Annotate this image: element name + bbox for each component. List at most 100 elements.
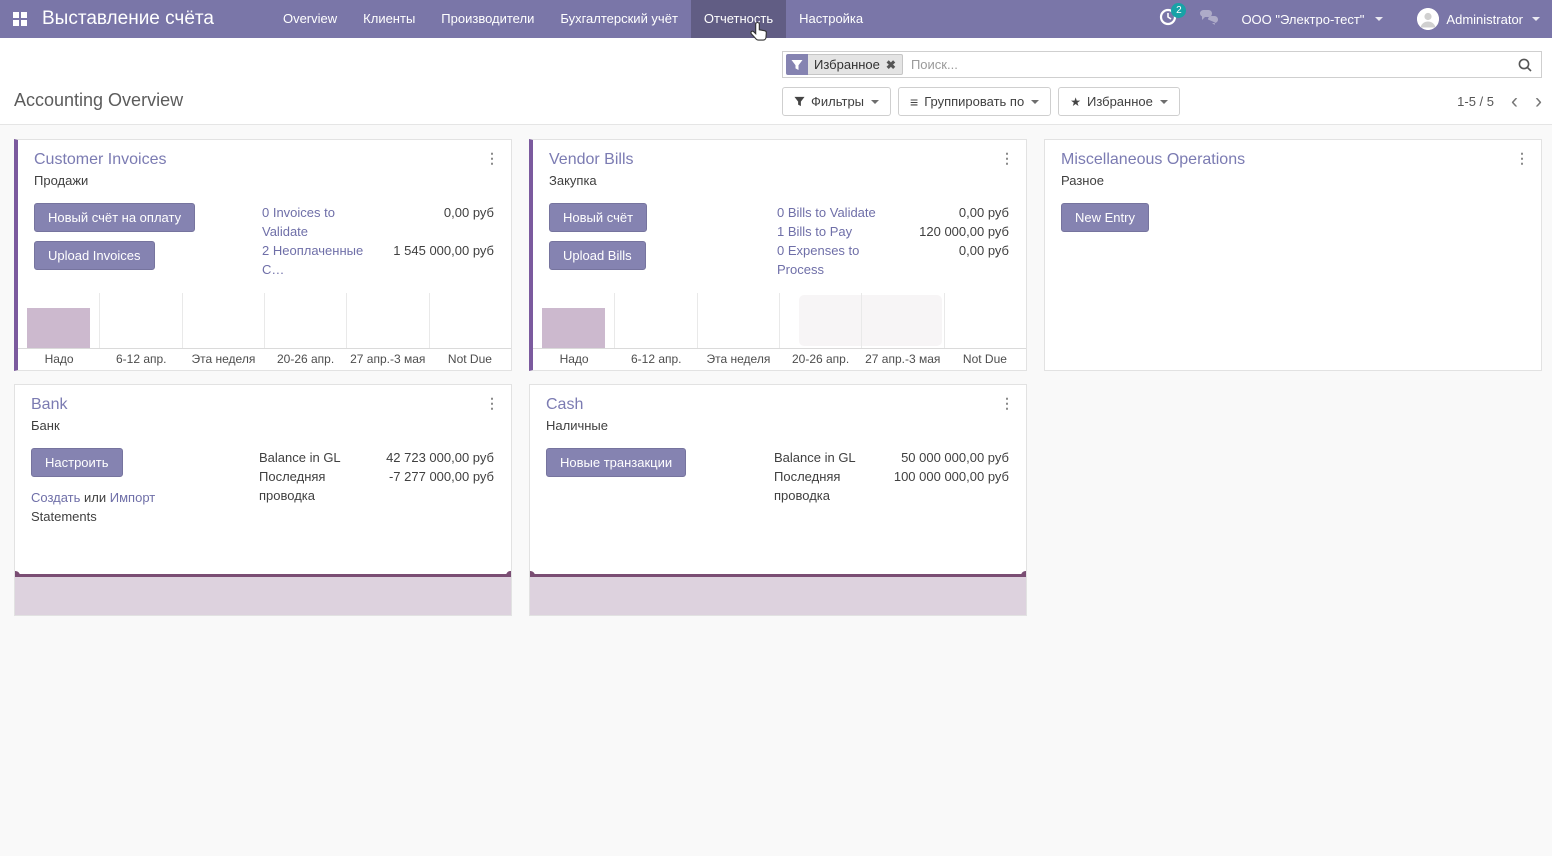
- facet-label: Избранное: [814, 57, 880, 72]
- chart-axis-labels: Надо 6-12 апр. Эта неделя 20-26 апр. 27 …: [44, 352, 492, 366]
- card-subtitle: Наличные: [546, 418, 608, 433]
- menu-accounting[interactable]: Бухгалтерский учёт: [560, 11, 678, 26]
- group-by-icon: ≡: [910, 93, 919, 110]
- group-by-button[interactable]: ≡ Группировать по: [898, 87, 1052, 116]
- chart-hover-highlight: [799, 295, 943, 346]
- search-bar[interactable]: Избранное ✖: [782, 51, 1542, 78]
- card-vendor-bills: ⋮ Vendor Bills Закупка Новый счёт Upload…: [529, 139, 1027, 371]
- card-customer-invoices: ⋮ Customer Invoices Продажи Новый счёт н…: [14, 139, 512, 371]
- app-title: Выставление счёта: [42, 8, 214, 29]
- facet-remove-icon[interactable]: ✖: [885, 57, 896, 72]
- card-menu-icon[interactable]: ⋮: [1000, 395, 1014, 411]
- control-panel: Accounting Overview Избранное ✖ Фильтры: [0, 38, 1552, 125]
- stat-row: Balance in GL 50 000 000,00 руб: [774, 448, 1009, 467]
- funnel-icon: [786, 54, 808, 75]
- upload-bills-button[interactable]: Upload Bills: [549, 241, 646, 270]
- stat-value: 0,00 руб: [443, 205, 494, 220]
- pager-previous-icon[interactable]: ‹: [1511, 89, 1518, 113]
- new-transaction-button[interactable]: Новые транзакции: [546, 448, 687, 477]
- search-icon[interactable]: [1517, 57, 1533, 78]
- bills-to-pay-link[interactable]: 1 Bills to Pay: [777, 224, 853, 239]
- new-bill-button[interactable]: Новый счёт: [549, 203, 648, 232]
- journal-dashboard: ⋮ Customer Invoices Продажи Новый счёт н…: [0, 125, 1552, 616]
- card-subtitle: Разное: [1061, 173, 1104, 188]
- stat-row: Последняя проводка 100 000 000,00 руб: [774, 467, 1009, 505]
- pager: 1-5 / 5 ‹ ›: [1457, 89, 1542, 113]
- filters-button[interactable]: Фильтры: [782, 87, 892, 116]
- statements-label: Statements: [31, 509, 97, 524]
- bank-balance-sparkline[interactable]: [15, 571, 511, 615]
- stat-value: 42 723 000,00 руб: [386, 450, 494, 465]
- balance-gl-label: Balance in GL: [774, 450, 856, 465]
- card-title[interactable]: Cash: [546, 396, 584, 413]
- card-title[interactable]: Vendor Bills: [549, 151, 634, 168]
- user-menu[interactable]: Administrator: [1446, 11, 1523, 27]
- stat-row: 0 Bills to Validate 0,00 руб: [777, 203, 1009, 222]
- menu-reporting[interactable]: Отчетность: [690, 0, 787, 38]
- balance-gl-label: Balance in GL: [259, 450, 341, 465]
- card-bank: ⋮ Bank Банк Настроить Создать или Импорт…: [14, 384, 512, 616]
- favorites-button[interactable]: ★ Избранное: [1058, 87, 1180, 116]
- last-entry-label: Последняя проводка: [259, 469, 326, 503]
- stat-value: -7 277 000,00 руб: [388, 469, 494, 484]
- card-menu-icon[interactable]: ⋮: [1515, 150, 1529, 166]
- user-caret-icon: [1532, 17, 1540, 21]
- user-avatar[interactable]: [1417, 8, 1440, 30]
- menu-settings[interactable]: Настройка: [799, 11, 864, 26]
- activities-icon[interactable]: 2: [1159, 2, 1187, 31]
- card-title[interactable]: Customer Invoices: [34, 151, 167, 168]
- configure-button[interactable]: Настроить: [31, 448, 123, 477]
- stat-row: 0 Invoices to Validate 0,00 руб: [262, 203, 494, 241]
- chart-bar: [542, 308, 606, 348]
- company-switcher[interactable]: ООО "Электро-тест": [1241, 11, 1365, 27]
- menu-overview[interactable]: Overview: [282, 11, 338, 26]
- expenses-to-process-link[interactable]: 0 Expenses to Process: [777, 243, 860, 277]
- invoices-to-validate-link[interactable]: 0 Invoices to Validate: [262, 205, 335, 239]
- invoices-due-chart[interactable]: Надо 6-12 апр. Эта неделя 20-26 апр. 27 …: [18, 293, 511, 370]
- bills-due-chart[interactable]: Надо 6-12 апр. Эта неделя 20-26 апр. 27 …: [533, 293, 1026, 370]
- stat-value: 50 000 000,00 руб: [901, 450, 1009, 465]
- new-entry-button[interactable]: New Entry: [1061, 203, 1149, 232]
- stat-row: Последняя проводка -7 277 000,00 руб: [259, 467, 494, 505]
- new-invoice-button[interactable]: Новый счёт на оплату: [34, 203, 196, 232]
- card-miscellaneous-operations: ⋮ Miscellaneous Operations Разное New En…: [1044, 139, 1542, 371]
- card-title[interactable]: Miscellaneous Operations: [1061, 151, 1246, 168]
- import-statement-link[interactable]: Импорт: [109, 490, 156, 505]
- create-statement-link[interactable]: Создать: [31, 490, 81, 505]
- systray: 2 ООО "Электро-тест" Administrator: [1159, 0, 1552, 38]
- menu-vendors[interactable]: Производители: [441, 11, 535, 26]
- card-menu-icon[interactable]: ⋮: [1000, 150, 1014, 166]
- pager-value: 1-5 / 5: [1457, 94, 1494, 109]
- card-menu-icon[interactable]: ⋮: [485, 150, 499, 166]
- messages-icon[interactable]: [1199, 9, 1219, 30]
- star-icon: ★: [1070, 94, 1081, 109]
- chart-bar: [27, 308, 91, 348]
- stat-value: 100 000 000,00 руб: [893, 469, 1009, 484]
- search-input[interactable]: [902, 57, 1541, 72]
- pager-next-icon[interactable]: ›: [1535, 89, 1542, 113]
- activity-badge: 2: [1171, 2, 1187, 18]
- cash-balance-sparkline[interactable]: [530, 571, 1026, 615]
- top-navbar: Выставление счёта Overview Клиенты Произ…: [0, 0, 1552, 38]
- search-facet: Избранное ✖: [786, 54, 903, 75]
- card-title[interactable]: Bank: [31, 396, 68, 413]
- filter-icon: [794, 96, 805, 107]
- stat-row: 2 Неоплаченные С… 1 545 000,00 руб: [262, 241, 494, 279]
- card-cash: ⋮ Cash Наличные Новые транзакции Balance…: [529, 384, 1027, 616]
- upload-invoices-button[interactable]: Upload Invoices: [34, 241, 155, 270]
- stat-value: 0,00 руб: [958, 243, 1009, 258]
- chart-axis-labels: Надо 6-12 апр. Эта неделя 20-26 апр. 27 …: [559, 352, 1007, 366]
- menu-customers[interactable]: Клиенты: [363, 11, 416, 26]
- card-subtitle: Банк: [31, 418, 60, 433]
- main-menu: Overview Клиенты Производители Бухгалтер…: [270, 0, 876, 38]
- stat-row: 1 Bills to Pay 120 000,00 руб: [777, 222, 1009, 241]
- company-caret-icon: [1375, 17, 1384, 21]
- last-entry-label: Последняя проводка: [774, 469, 841, 503]
- stat-row: Balance in GL 42 723 000,00 руб: [259, 448, 494, 467]
- card-menu-icon[interactable]: ⋮: [485, 395, 499, 411]
- apps-grid-icon[interactable]: [13, 12, 27, 26]
- stat-value: 0,00 руб: [958, 205, 1009, 220]
- unpaid-invoices-link[interactable]: 2 Неоплаченные С…: [262, 243, 364, 277]
- bills-to-validate-link[interactable]: 0 Bills to Validate: [777, 205, 876, 220]
- stat-value: 120 000,00 руб: [919, 224, 1009, 239]
